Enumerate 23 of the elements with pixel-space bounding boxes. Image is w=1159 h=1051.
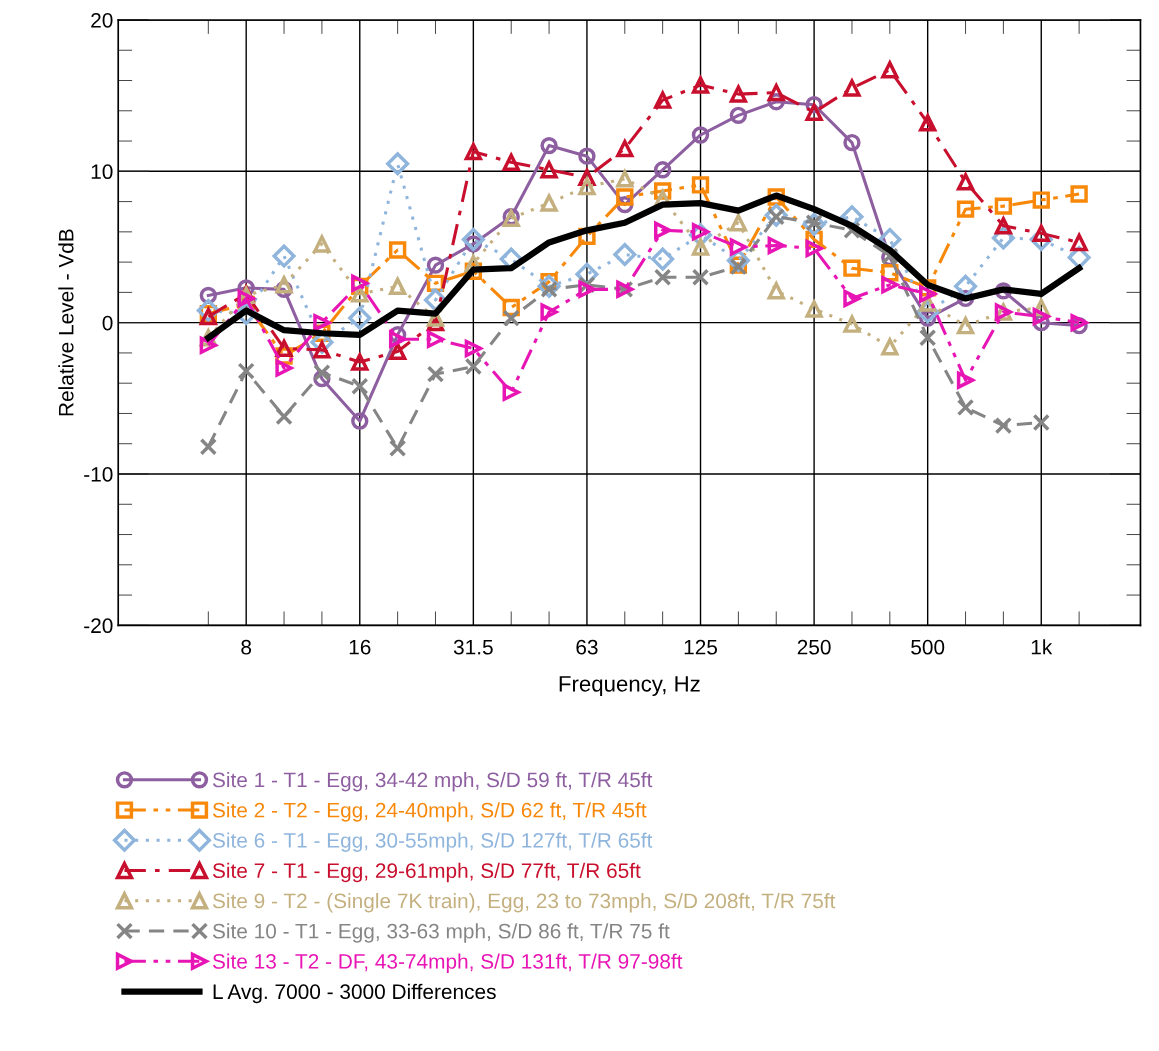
x-tick-label: 500 [911,639,945,655]
legend-label: L Avg. 7000 - 3000 Differences [213,983,496,1004]
y-tick-label: -10 [84,467,113,482]
legend-label: Site 7 - T1 - Egg, 29-61mph, S/D 77ft, T/R 65ft [212,862,641,883]
legend-label: Site 13 - T2 - DF, 43-74mph, S/D 131ft, T/R 97-98ft [212,953,683,973]
y-tick-label: 20 [91,12,113,28]
legend-label: Site 10 - T1 - Egg, 33-63 mph, S/D 86 ft, T/R 75 ft [212,923,670,943]
y-tick-label: 0 [102,315,113,331]
x-axis-title: Frequency, Hz [559,676,700,697]
x-tick-label: 250 [797,639,831,655]
legend-label: Site 6 - T1 - Egg, 30-55mph, S/D 127ft, T/R 65ft [212,832,653,852]
y-tick-label: 10 [91,164,113,180]
x-tick-label: 1k [1031,639,1053,655]
x-tick-label: 63 [576,639,598,655]
y-axis-title: Relative Level - VdB [58,229,74,416]
x-tick-label: 125 [684,639,718,655]
legend-label: Site 2 - T2 - Egg, 24-40mph, S/D 62 ft, T/R 45ft [212,802,647,822]
x-tick-label: 31.5 [453,639,493,655]
legend-label: Site 1 - T1 - Egg, 34-42 mph, S/D 59 ft, T/R 45ft [212,772,653,792]
y-tick-label: -20 [84,618,113,634]
legend-label: Site 9 - T2 - (Single 7K train), Egg, 23 to 73mph, S/D 208ft, T/R 75ft [212,893,836,913]
x-tick-label: 8 [241,639,252,655]
x-tick-label: 16 [349,639,371,655]
